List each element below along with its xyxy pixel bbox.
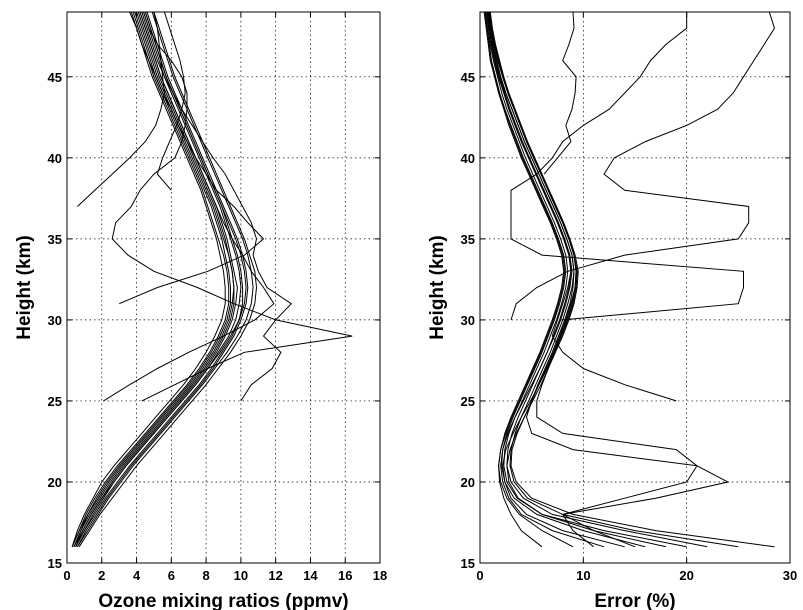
- profile-line: [510, 12, 744, 321]
- x-tick-label: 16: [338, 568, 352, 583]
- profile-line: [141, 12, 293, 402]
- y-axis-label: Height (km): [14, 235, 35, 340]
- error-percent-panel: 0 10 20 30 15 20 25 30 35 40 45 Error (%) Height (km…: [427, 11, 797, 610]
- profile-line: [156, 12, 186, 191]
- x-axis-label: Ozone mixing ratios (ppmv): [98, 591, 348, 610]
- x-tick-label: 6: [168, 568, 175, 583]
- x-tick-label: 10: [576, 568, 590, 583]
- x-tick-label: 20: [679, 568, 693, 583]
- x-tick-label: 10: [234, 568, 248, 583]
- x-tick-label: 2: [98, 568, 105, 583]
- x-tick-label: 8: [202, 568, 209, 583]
- profile-line: [484, 12, 646, 548]
- profile-line: [71, 12, 231, 547]
- x-tick-label: 0: [63, 568, 70, 583]
- profile-line: [488, 12, 730, 548]
- y-tick-label: 30: [461, 313, 475, 328]
- x-tick-label: 4: [133, 568, 141, 583]
- profile-line: [73, 12, 235, 547]
- profile-line: [487, 12, 698, 548]
- profile-line: [119, 12, 265, 305]
- y-tick-label: 45: [461, 70, 475, 85]
- y-tick-label: 20: [48, 475, 62, 490]
- profile-line: [487, 12, 605, 548]
- profile-line: [510, 12, 776, 321]
- profile-line: [73, 12, 235, 547]
- plot-frame: [66, 11, 381, 564]
- profile-line: [103, 12, 275, 402]
- x-tick-label: 30: [783, 568, 797, 583]
- profile-line: [485, 12, 687, 548]
- profile-line: [111, 12, 353, 402]
- profile-line: [486, 12, 708, 548]
- profile-line: [75, 12, 238, 547]
- y-tick-label: 40: [461, 151, 475, 166]
- y-tick-label: 45: [48, 70, 62, 85]
- profile-line: [76, 12, 249, 548]
- profile-line: [488, 12, 775, 548]
- profile-lines: [71, 12, 353, 548]
- x-tick-label: 14: [303, 568, 318, 583]
- profile-line: [488, 12, 625, 548]
- profile-line: [77, 12, 165, 207]
- profile-line: [71, 12, 230, 547]
- profile-line: [484, 12, 566, 548]
- profile-line: [486, 12, 677, 402]
- y-tick-label: 30: [48, 313, 62, 328]
- profile-lines: [483, 12, 776, 548]
- y-tick-label: 15: [48, 556, 62, 571]
- y-tick-label: 35: [48, 232, 62, 247]
- x-tick-label: 0: [476, 568, 483, 583]
- y-axis-label: Height (km): [427, 235, 448, 340]
- profile-line: [489, 12, 667, 548]
- profile-line: [543, 12, 577, 175]
- x-tick-label: 18: [373, 568, 387, 583]
- profile-line: [483, 12, 574, 548]
- profile-line: [487, 12, 739, 548]
- profile-line: [71, 12, 226, 547]
- y-tick-label: 25: [461, 394, 475, 409]
- y-tick-label: 25: [48, 394, 62, 409]
- profile-line: [75, 12, 242, 548]
- x-axis-label: Error (%): [594, 591, 675, 610]
- y-tick-label: 15: [461, 556, 475, 571]
- y-tick-label: 40: [48, 151, 62, 166]
- profile-line: [78, 12, 258, 548]
- profile-line: [75, 12, 244, 548]
- plot-frame: [479, 11, 791, 564]
- y-tick-label: 35: [461, 232, 475, 247]
- y-tick-label: 20: [461, 475, 475, 490]
- ozone-mixing-ratio-panel: 0 2 4 6 8 10 12 14 16 18 15 20 25 30 35 40 45 Ozone mixin…: [14, 11, 387, 610]
- x-tick-label: 12: [268, 568, 282, 583]
